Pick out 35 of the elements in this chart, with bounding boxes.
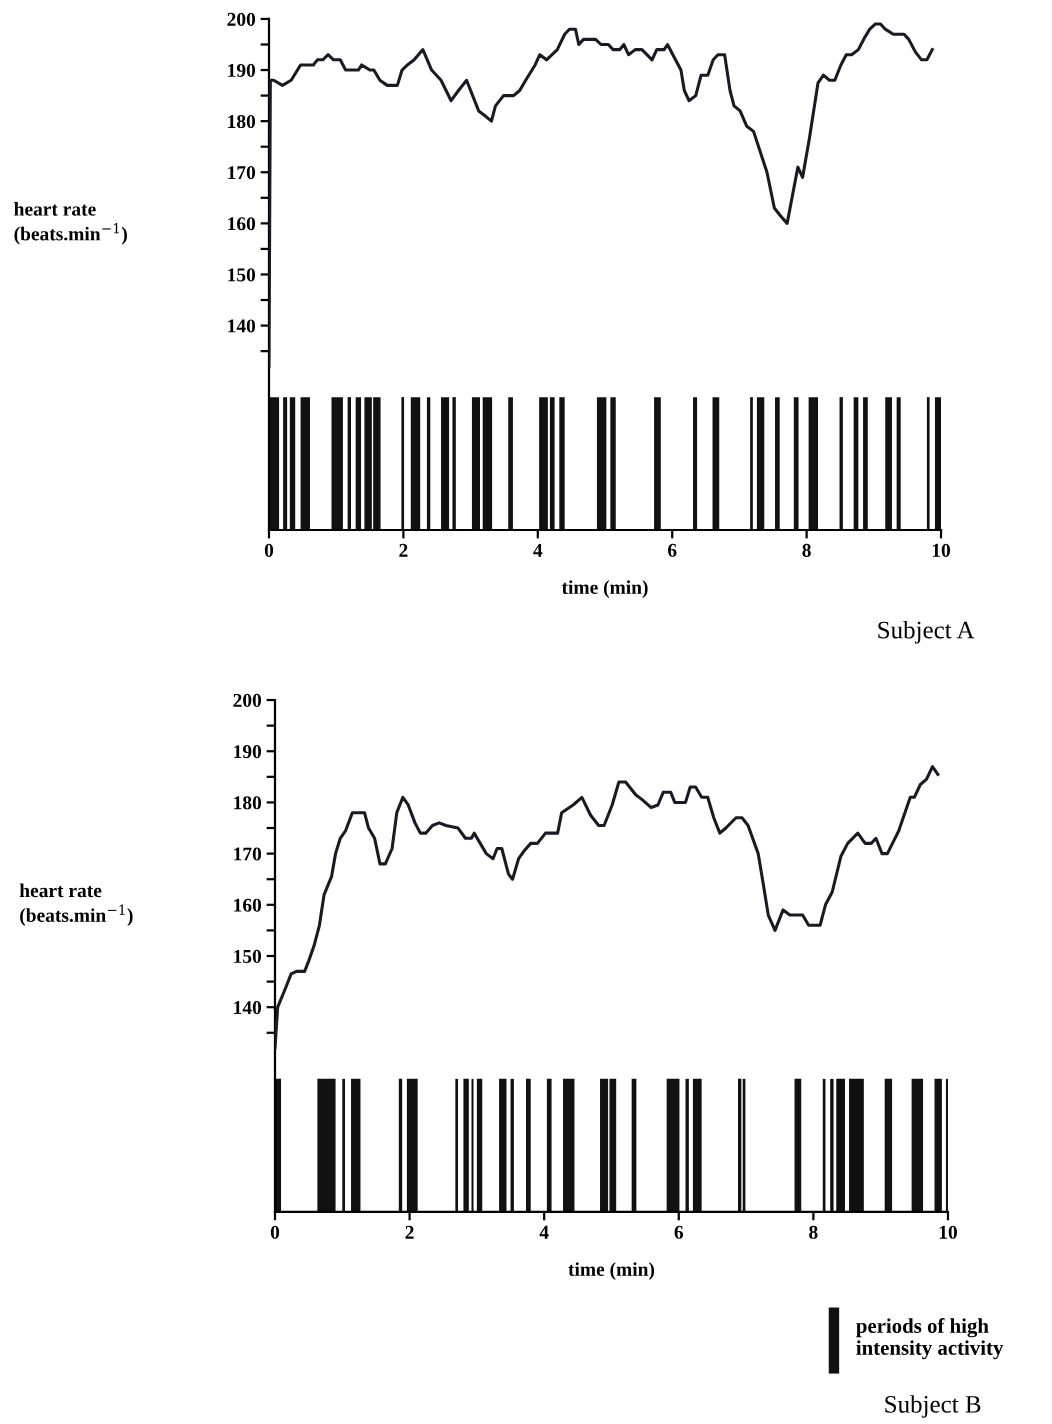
y-tick-label: 140 — [228, 319, 256, 333]
y-tick-label: 180 — [228, 114, 256, 129]
y-tick-label: 170 — [228, 166, 256, 180]
x-tick-label: 4 — [539, 1225, 549, 1239]
x-tick-label: 0 — [270, 1225, 280, 1239]
y-tick-label: 200 — [227, 12, 256, 26]
x-tick-label: 6 — [674, 1225, 684, 1239]
y-tick-label: 190 — [234, 745, 262, 759]
y-tick-label: 180 — [234, 796, 262, 810]
line-series — [274, 765, 940, 1050]
text: Subject B — [885, 1395, 981, 1418]
x-axis-title: time (min) — [568, 1262, 655, 1280]
y-tick-label: 200 — [233, 693, 262, 707]
y-tick-label: 150 — [228, 268, 256, 282]
y-tick-label: 160 — [234, 898, 262, 912]
x-tick-label: 4 — [533, 543, 543, 557]
x-tick-label: 10 — [932, 543, 950, 557]
y-tick-label: 150 — [234, 949, 262, 963]
band-label: periods of high intensity activity — [856, 1318, 1004, 1360]
y-tick-label: 170 — [234, 847, 262, 861]
x-tick-label: 8 — [802, 543, 811, 557]
y-axis-title: heart rate (beats.min$^{−1}$) — [14, 202, 127, 245]
y-tick-label: 140 — [234, 1001, 262, 1015]
x-tick-label: 0 — [264, 543, 274, 557]
x-tick-label: 8 — [809, 1225, 818, 1239]
x-axis-title: time (min) — [561, 580, 648, 598]
y-tick-label: 160 — [228, 217, 256, 231]
y-axis-title: heart rate (beats.min$^{−1}$) — [19, 883, 133, 926]
x-tick-label: 6 — [668, 543, 677, 557]
line-series — [269, 22, 934, 368]
y-tick-label: 190 — [228, 63, 256, 77]
x-tick-label: 10 — [939, 1225, 957, 1239]
text: Subject A — [878, 620, 975, 644]
x-tick-label: 2 — [405, 1225, 414, 1239]
x-tick-label: 2 — [399, 543, 408, 557]
